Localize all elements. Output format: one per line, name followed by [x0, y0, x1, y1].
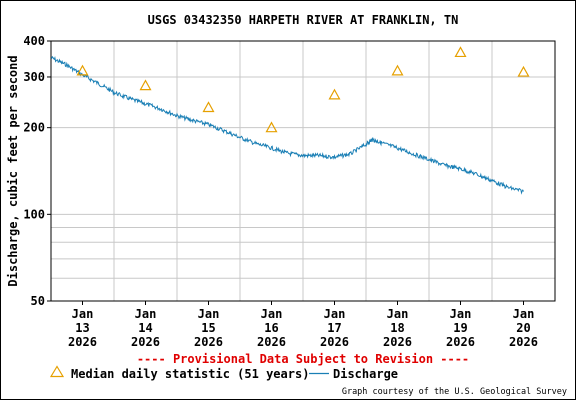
x-tick-label: 2026	[383, 335, 412, 349]
credit-text: Graph courtesy of the U.S. Geological Su…	[342, 387, 567, 397]
x-tick-label: 2026	[320, 335, 349, 349]
x-tick-label: 2026	[446, 335, 475, 349]
y-tick-label: 50	[31, 294, 45, 308]
chart-title: USGS 03432350 HARPETH RIVER AT FRANKLIN,…	[148, 13, 459, 27]
x-tick-label: 2026	[131, 335, 160, 349]
median-triangle-marker	[265, 121, 278, 133]
x-tick-label: 20	[516, 321, 530, 335]
x-tick-label: 17	[327, 321, 341, 335]
legend-discharge-label: Discharge	[333, 367, 398, 381]
x-tick-label: 13	[75, 321, 89, 335]
x-tick-label: 15	[201, 321, 215, 335]
y-tick-label: 100	[23, 207, 45, 221]
legend-median-triangle-icon	[49, 365, 65, 378]
x-tick-label: Jan	[450, 307, 472, 321]
median-triangle-marker	[202, 101, 215, 113]
x-tick-label: 2026	[509, 335, 538, 349]
x-tick-label: 18	[390, 321, 404, 335]
median-triangle-marker	[76, 64, 89, 76]
x-tick-label: Jan	[513, 307, 535, 321]
x-tick-label: 16	[264, 321, 278, 335]
plot-area-border	[50, 40, 556, 302]
x-tick-label: 19	[453, 321, 467, 335]
y-tick-label: 300	[23, 70, 45, 84]
legend-median-label: Median daily statistic (51 years)	[71, 367, 309, 381]
x-tick-label: Jan	[198, 307, 220, 321]
x-tick-label: 2026	[194, 335, 223, 349]
x-tick-label: 14	[138, 321, 152, 335]
x-tick-label: 2026	[68, 335, 97, 349]
median-triangle-marker	[328, 88, 341, 100]
y-tick-label: 200	[23, 121, 45, 135]
x-tick-label: Jan	[324, 307, 346, 321]
x-tick-label: 2026	[257, 335, 286, 349]
median-triangle-marker	[454, 46, 467, 58]
median-triangle-marker	[139, 79, 152, 91]
discharge-line	[50, 55, 524, 195]
x-tick-label: Jan	[387, 307, 409, 321]
x-tick-label: Jan	[72, 307, 94, 321]
y-axis-label: Discharge, cubic feet per second	[6, 55, 20, 286]
x-tick-label: Jan	[261, 307, 283, 321]
x-tick-label: Jan	[135, 307, 157, 321]
median-triangle-marker	[517, 65, 530, 77]
y-tick-label: 400	[23, 34, 45, 48]
median-triangle-marker	[391, 64, 404, 76]
provisional-notice: ---- Provisional Data Subject to Revisio…	[137, 352, 469, 366]
